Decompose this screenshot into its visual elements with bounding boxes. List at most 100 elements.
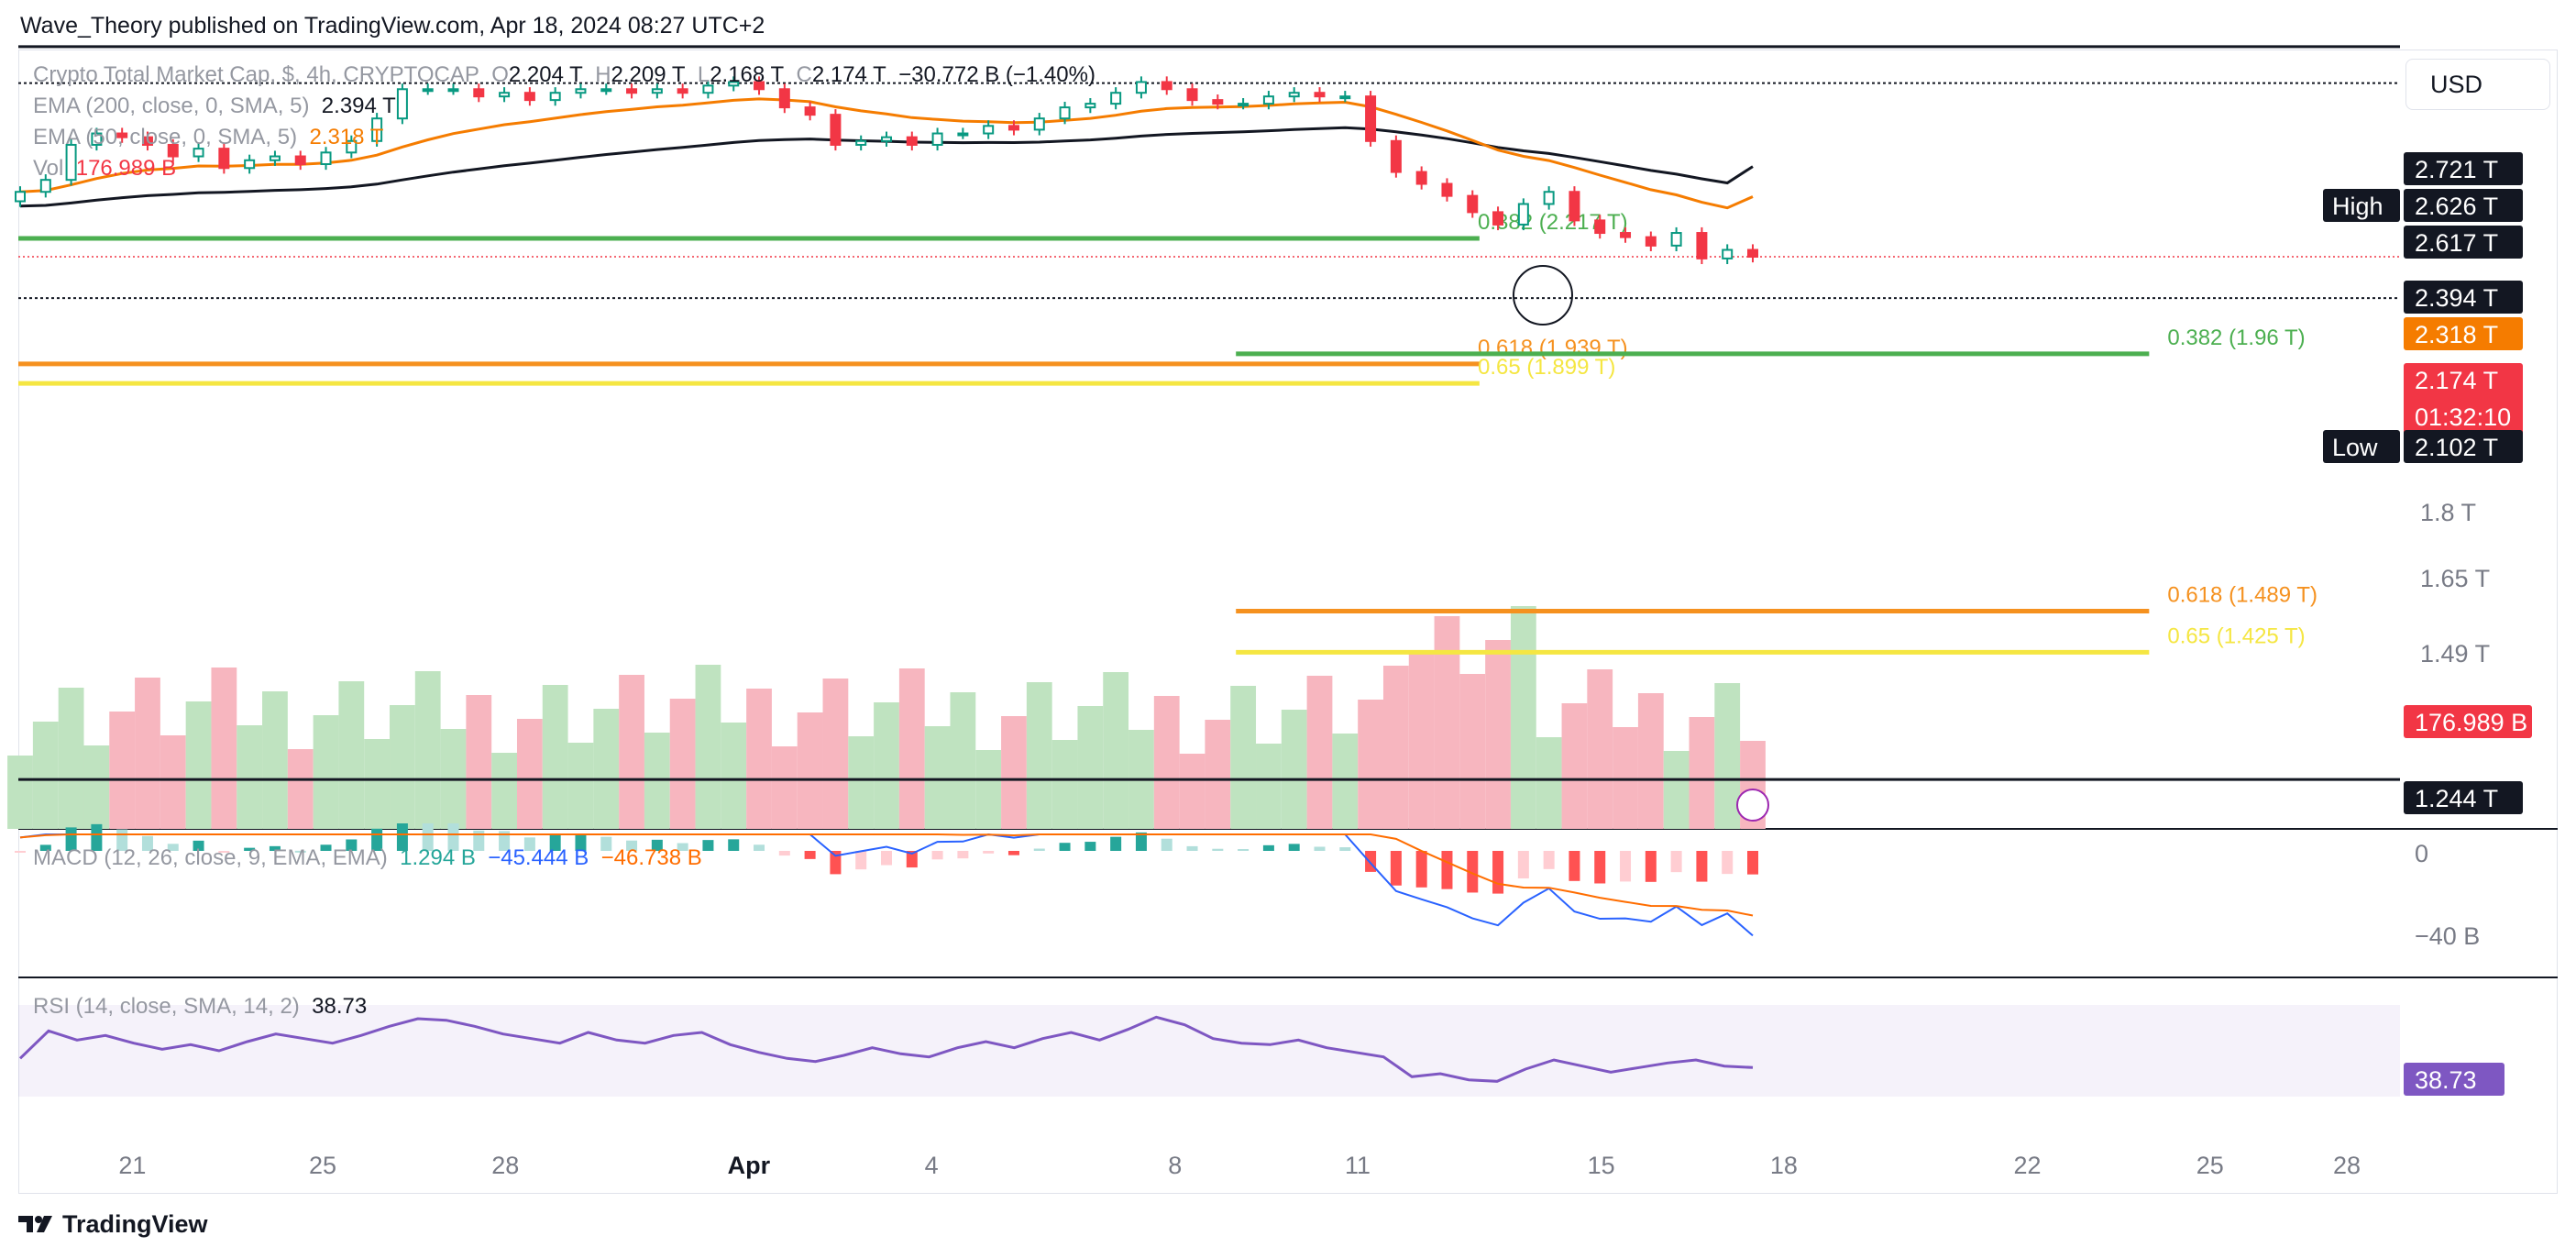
time-axis-tick: 28 <box>2333 1152 2361 1179</box>
macd-histogram-bar <box>1212 848 1224 851</box>
volume-value: 176.989 B <box>75 156 177 181</box>
candle-body <box>1314 92 1326 98</box>
volume-bar <box>390 705 415 829</box>
close-label: C <box>796 62 812 87</box>
macd-histogram-bar <box>523 837 535 851</box>
ema-cross-circle <box>1513 265 1573 326</box>
macd-histogram-bar <box>396 823 408 851</box>
volume-bar <box>109 712 136 829</box>
macd-histogram-bar <box>1186 845 1198 851</box>
candle-body <box>651 88 663 94</box>
ema200-legend[interactable]: EMA (200, close, 0, SMA, 5) 2.394 T <box>33 94 396 119</box>
volume-legend[interactable]: Vol 176.989 B <box>33 156 176 182</box>
candle-body <box>1110 92 1122 105</box>
volume-bar <box>1689 717 1715 829</box>
macd-histogram-bar <box>728 839 740 851</box>
volume-bar <box>1382 666 1409 829</box>
macd-histogram-bar <box>1288 844 1300 851</box>
candle-body <box>1722 248 1734 259</box>
volume-bar <box>7 756 33 829</box>
macd-histogram-bar <box>141 835 153 851</box>
candle-body <box>1339 95 1351 100</box>
price-tag-box <box>2323 189 2400 222</box>
price-axis-tick: 1.8 T <box>2420 499 2476 526</box>
macd-signal-value: −46.738 B <box>600 845 702 870</box>
macd-histogram-bar <box>881 851 892 866</box>
volume-bar <box>1306 676 1333 829</box>
candle-body <box>218 148 230 170</box>
ema200-value: 2.394 T <box>321 94 396 118</box>
candle-body <box>1543 191 1555 205</box>
volume-bar <box>721 723 747 829</box>
volume-bar <box>262 691 288 829</box>
candle-body <box>1390 139 1402 173</box>
volume-bar <box>1613 727 1638 829</box>
candle-body <box>1620 232 1632 238</box>
volume-bar <box>924 726 951 829</box>
volume-bar <box>83 745 110 829</box>
macd-histogram-bar <box>957 851 969 859</box>
volume-bar <box>695 665 721 829</box>
fib-level-label: 0.65 (1.425 T) <box>2167 623 2305 648</box>
volume-bar <box>1561 703 1588 829</box>
volume-bar <box>1408 650 1435 829</box>
candle-body <box>269 155 281 161</box>
time-axis-tick: 21 <box>118 1152 146 1179</box>
price-label-text: 2.617 T <box>2415 229 2498 257</box>
tradingview-logo-text: TradingView <box>62 1210 208 1238</box>
time-axis-tick: Apr <box>728 1152 771 1179</box>
candle-body <box>830 114 842 146</box>
macd-histogram-bar <box>320 844 332 851</box>
macd-histogram-bar <box>754 844 765 851</box>
volume-bar <box>1103 672 1129 829</box>
macd-histogram-bar <box>473 830 485 851</box>
price-label-box <box>2404 705 2532 738</box>
volume-bar <box>32 722 59 829</box>
macd-histogram-bar <box>778 851 790 856</box>
time-axis-tick: 25 <box>309 1152 336 1179</box>
volume-bar <box>287 749 314 829</box>
price-label-box <box>2404 281 2523 314</box>
volume-bar <box>771 746 798 829</box>
currency-button[interactable]: USD <box>2405 59 2550 110</box>
volume-bar <box>1587 669 1613 829</box>
volume-bar <box>313 715 339 829</box>
high-label: H <box>595 62 611 87</box>
candle-body <box>1747 248 1758 259</box>
candle-body <box>1441 182 1453 197</box>
macd-histogram-bar <box>549 834 561 851</box>
volume-bar <box>1026 682 1052 829</box>
ema50-legend[interactable]: EMA (50, close, 0, SMA, 5) 2.318 T <box>33 125 383 150</box>
price-label-text: 2.318 T <box>2415 321 2498 348</box>
macd-histogram-bar <box>1620 851 1632 882</box>
volume-name: Vol <box>33 156 64 181</box>
volume-bar <box>1485 640 1511 829</box>
candle-body <box>116 132 128 138</box>
rsi-legend[interactable]: RSI (14, close, SMA, 14, 2) 38.73 <box>33 994 367 1020</box>
price-tag-text: High <box>2332 193 2383 220</box>
macd-histogram-bar <box>575 834 587 851</box>
volume-bar <box>1459 674 1486 829</box>
price-label-box <box>2404 317 2523 350</box>
low-value: 2.168 T <box>710 62 785 87</box>
time-axis-tick: 15 <box>1588 1152 1615 1179</box>
macd-histogram-bar <box>677 843 688 851</box>
candle-body <box>1467 194 1479 214</box>
macd-histogram-bar <box>1467 851 1479 893</box>
candle-body <box>702 84 714 94</box>
volume-bar <box>669 699 696 829</box>
volume-bar <box>237 725 263 829</box>
macd-histogram-bar <box>1365 851 1377 872</box>
volume-bar <box>364 739 391 829</box>
volume-bar <box>338 681 365 829</box>
high-value: 2.209 T <box>611 62 686 87</box>
macd-histogram-bar <box>626 840 638 851</box>
macd-axis-tick: 0 <box>2415 840 2428 867</box>
candle-body <box>957 132 969 137</box>
macd-histogram-bar <box>1645 851 1657 882</box>
candle-body <box>320 151 332 166</box>
volume-bar <box>898 668 925 829</box>
macd-legend[interactable]: MACD (12, 26, close, 9, EMA, EMA) 1.294 … <box>33 845 702 871</box>
candle-body <box>1670 232 1682 247</box>
